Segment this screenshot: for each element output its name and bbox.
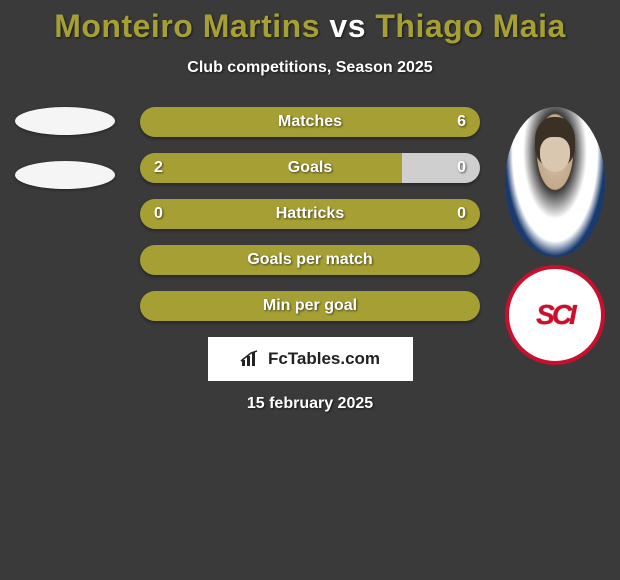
title-player2: Thiago Maia: [375, 8, 565, 44]
attribution-text: FcTables.com: [268, 349, 380, 369]
chart-icon: [240, 350, 262, 368]
stat-label: Hattricks: [140, 205, 480, 223]
stat-row-min-per-goal: Min per goal: [140, 291, 480, 321]
title-player1: Monteiro Martins: [54, 8, 320, 44]
stat-row-goals: 2 Goals 0: [140, 153, 480, 183]
attribution-box: FcTables.com: [208, 337, 413, 381]
page-title: Monteiro Martins vs Thiago Maia: [0, 0, 620, 45]
stats-bars: Matches 6 2 Goals 0 0 Hattricks 0 Goals …: [140, 107, 480, 321]
stat-row-goals-per-match: Goals per match: [140, 245, 480, 275]
title-vs: vs: [329, 8, 366, 44]
stat-right-value: 6: [457, 113, 466, 131]
stat-row-matches: Matches 6: [140, 107, 480, 137]
player2-photo: [505, 107, 605, 257]
stat-row-hattricks: 0 Hattricks 0: [140, 199, 480, 229]
subtitle: Club competitions, Season 2025: [0, 59, 620, 77]
player2-column: SCI: [500, 107, 610, 365]
club-badge-monogram: SCI: [536, 299, 574, 331]
stat-right-value: 0: [457, 159, 466, 177]
stat-right-value: 0: [457, 205, 466, 223]
player1-column: [10, 107, 120, 215]
player1-badge-placeholder: [15, 161, 115, 189]
stat-label: Min per goal: [140, 297, 480, 315]
comparison-content: SCI Matches 6 2 Goals 0 0 Hattricks 0 Go…: [0, 107, 620, 321]
stat-label: Goals: [140, 159, 480, 177]
stat-label: Goals per match: [140, 251, 480, 269]
player1-photo-placeholder: [15, 107, 115, 135]
stat-label: Matches: [140, 113, 480, 131]
player2-club-badge: SCI: [505, 265, 605, 365]
date-text: 15 february 2025: [0, 395, 620, 413]
